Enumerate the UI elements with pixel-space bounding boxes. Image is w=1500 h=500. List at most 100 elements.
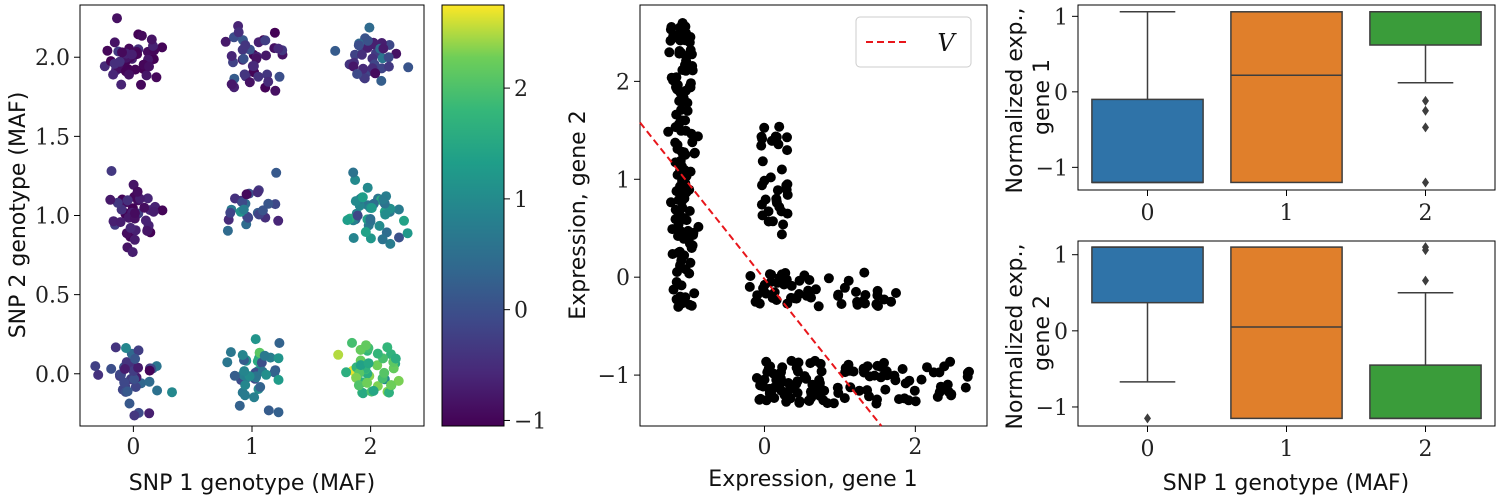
genotype-point [259,350,270,361]
genotype-point [129,374,140,385]
genotype-point [90,361,101,372]
expression-point [786,280,797,291]
genotype-point [222,225,233,236]
expression-point [693,221,704,232]
box-1 [1230,246,1343,420]
genotype-point [250,334,261,345]
genotype-point [394,232,404,243]
genotype-point [374,220,385,231]
x-tick-label: 0 [126,435,140,460]
genotype-scatter-points [90,13,414,421]
boxplot-gene1-boxes [1091,11,1482,188]
colorbar-tick-label: 2 [514,77,528,102]
genotype-point [241,189,252,200]
genotype-point [330,45,341,56]
genotype-point [273,374,284,385]
genotype-point [142,225,153,236]
genotype-point [372,348,383,359]
x-tick-label: 1 [1280,437,1294,462]
outlier-point [1422,275,1429,286]
genotype-point [342,215,353,226]
genotype-point [151,72,162,83]
expression-point [890,375,901,386]
box-0 [1091,246,1204,424]
x-tick-label: 0 [1141,437,1155,462]
expression-point [674,48,685,59]
expression-point [816,366,827,377]
x-tick-label: 2 [1419,201,1433,226]
expression-point [875,372,886,383]
expression-point [960,382,971,393]
expression-point [946,389,957,400]
genotype-point [383,61,394,72]
expression-point [760,194,771,205]
expression-point [744,281,755,292]
genotype-point [136,30,147,41]
expression-point [843,275,854,286]
expression-point [666,197,676,208]
expression-point [680,292,691,303]
x-tick-label: 1 [1280,201,1294,226]
genotype-point [382,342,393,353]
expression-point [757,156,768,167]
expression-point [757,210,768,221]
boxplot-gene1-panel: 0 1 2 −1 0 1 Normalized exp., gene 1 [1003,4,1496,226]
expression-point [673,301,684,312]
expression-point [684,81,695,92]
genotype-point [355,360,366,371]
box-0 [1091,11,1204,184]
expression-point [759,279,770,290]
genotype-point [359,73,370,84]
expression-point [677,26,688,37]
x-tick-label: 2 [908,435,922,460]
expression-point [670,122,681,133]
genotype-point [380,209,391,220]
expression-point [781,184,792,195]
genotype-point [274,71,285,82]
genotype-point [360,227,371,237]
expression-point [776,164,787,175]
iqr-box [1091,246,1204,304]
genotype-point [261,369,272,380]
expression-point [928,367,939,378]
boxplot-gene2-xlabel: SNP 1 genotype (MAF) [1163,471,1410,496]
expression-point [843,359,854,370]
expression-point [761,356,772,367]
x-tick-label: 0 [1141,201,1155,226]
expression-point [872,285,883,296]
genotype-point [238,53,249,64]
genotype-point [226,79,237,90]
genotype-point [119,377,130,388]
expression-point [778,219,789,230]
expression-point [818,395,829,406]
boxplot-gene1-ylabel-line2: gene 1 [1030,59,1055,135]
expression-point [684,268,695,279]
colorbar-tick-label: −1 [514,409,546,434]
expression-point [864,391,874,402]
boxplot-gene2-ylabel-line1: Normalized exp., [1003,244,1028,430]
expression-point [860,298,870,309]
genotype-point [249,392,260,403]
x-tick-label: 2 [364,435,378,460]
expression-point [792,366,803,377]
expression-point [891,288,901,298]
genotype-point [263,76,274,87]
boxplot-gene2-ticks: 0 1 2 −1 0 1 [1036,244,1433,462]
y-tick-label: 2 [616,70,630,95]
genotype-point [365,214,376,224]
expression-point [794,275,805,286]
expression-point [689,148,700,159]
y-tick-label: 1.5 [35,125,70,150]
expression-point [667,224,678,235]
genotype-point [347,337,357,348]
genotype-point [105,194,116,205]
genotype-point [362,377,373,388]
genotype-point [273,43,284,54]
expression-point [894,394,904,405]
genotype-point [348,167,359,178]
genotype-point [248,61,259,71]
expression-point [670,204,681,215]
genotype-point [144,61,154,72]
expression-point [664,47,675,58]
genotype-scatter-ticks: 0 1 2 0.0 0.5 1.0 1.5 2.0 [35,46,378,460]
